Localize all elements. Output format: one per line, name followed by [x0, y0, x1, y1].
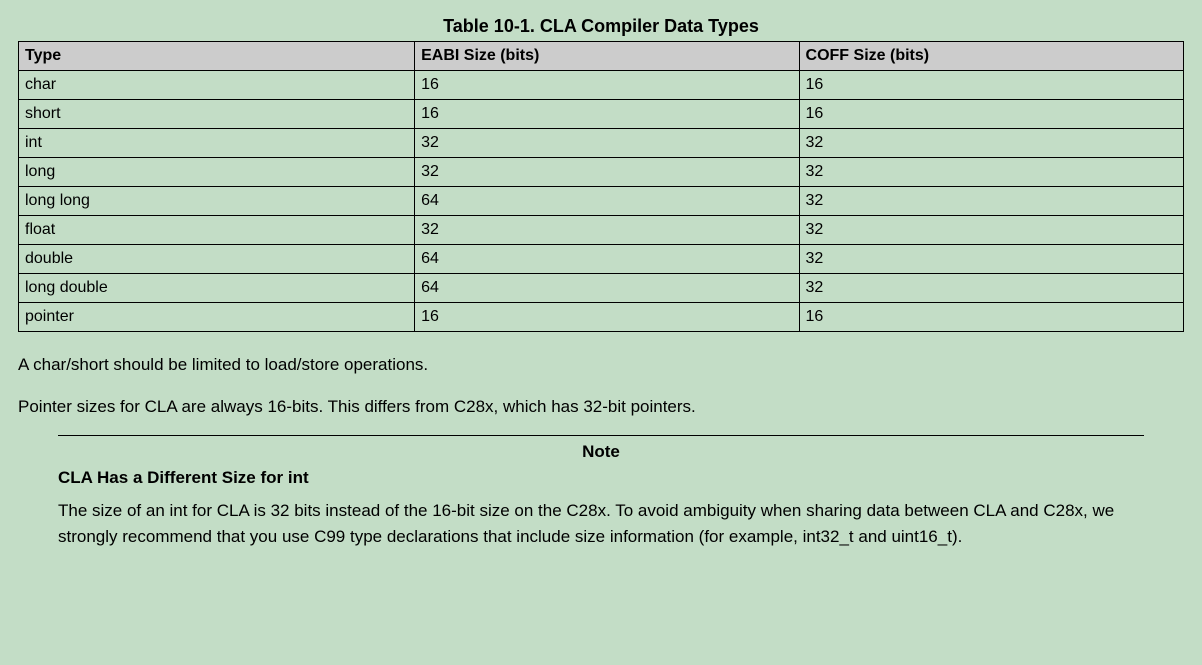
- cell-coff: 32: [799, 158, 1183, 187]
- cell-eabi: 64: [415, 245, 799, 274]
- table-header-row: Type EABI Size (bits) COFF Size (bits): [19, 42, 1184, 71]
- cell-coff: 32: [799, 245, 1183, 274]
- cell-eabi: 64: [415, 187, 799, 216]
- col-header-coff: COFF Size (bits): [799, 42, 1183, 71]
- cell-eabi: 16: [415, 100, 799, 129]
- cell-type: double: [19, 245, 415, 274]
- table-row: short 16 16: [19, 100, 1184, 129]
- data-types-table: Type EABI Size (bits) COFF Size (bits) c…: [18, 41, 1184, 332]
- table-body: char 16 16 short 16 16 int 32 32 long 32…: [19, 71, 1184, 332]
- cell-eabi: 64: [415, 274, 799, 303]
- cell-type: int: [19, 129, 415, 158]
- cell-eabi: 16: [415, 303, 799, 332]
- table-row: char 16 16: [19, 71, 1184, 100]
- table-row: float 32 32: [19, 216, 1184, 245]
- table-row: long long 64 32: [19, 187, 1184, 216]
- body-text: A char/short should be limited to load/s…: [18, 352, 1184, 419]
- table-row: int 32 32: [19, 129, 1184, 158]
- cell-eabi: 16: [415, 71, 799, 100]
- cell-type: long double: [19, 274, 415, 303]
- col-header-type: Type: [19, 42, 415, 71]
- cell-type: float: [19, 216, 415, 245]
- note-heading: CLA Has a Different Size for int: [58, 468, 1144, 488]
- table-row: long double 64 32: [19, 274, 1184, 303]
- col-header-eabi: EABI Size (bits): [415, 42, 799, 71]
- cell-coff: 16: [799, 303, 1183, 332]
- table-title: Table 10-1. CLA Compiler Data Types: [18, 16, 1184, 37]
- note-box: Note CLA Has a Different Size for int Th…: [58, 435, 1144, 549]
- cell-coff: 16: [799, 100, 1183, 129]
- note-body: The size of an int for CLA is 32 bits in…: [58, 498, 1144, 549]
- cell-type: long long: [19, 187, 415, 216]
- cell-coff: 32: [799, 129, 1183, 158]
- paragraph: Pointer sizes for CLA are always 16-bits…: [18, 394, 1184, 420]
- cell-eabi: 32: [415, 216, 799, 245]
- cell-coff: 16: [799, 71, 1183, 100]
- cell-coff: 32: [799, 274, 1183, 303]
- cell-coff: 32: [799, 187, 1183, 216]
- cell-coff: 32: [799, 216, 1183, 245]
- cell-eabi: 32: [415, 129, 799, 158]
- cell-type: long: [19, 158, 415, 187]
- note-label: Note: [58, 442, 1144, 462]
- table-row: long 32 32: [19, 158, 1184, 187]
- table-row: double 64 32: [19, 245, 1184, 274]
- table-row: pointer 16 16: [19, 303, 1184, 332]
- cell-type: short: [19, 100, 415, 129]
- cell-type: pointer: [19, 303, 415, 332]
- paragraph: A char/short should be limited to load/s…: [18, 352, 1184, 378]
- cell-eabi: 32: [415, 158, 799, 187]
- cell-type: char: [19, 71, 415, 100]
